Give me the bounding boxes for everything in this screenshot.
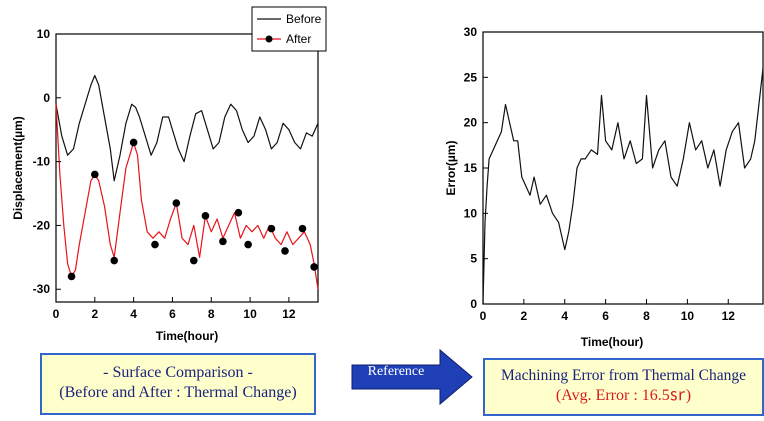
caption-right-close-paren: ): [685, 387, 692, 404]
arrow-shape: [351, 348, 473, 406]
x-tick-label: 12: [282, 307, 296, 321]
legend-box: [251, 6, 327, 52]
x-tick-label: 2: [521, 309, 528, 323]
after-data-point: [234, 208, 243, 217]
x-tick-label: 12: [722, 309, 736, 323]
after-data-point: [281, 247, 289, 255]
y-tick-label: 25: [464, 70, 478, 84]
legend-after-marker: [265, 35, 273, 43]
reference-arrow-label-wrap: Reference: [350, 350, 472, 404]
after-data-point: [244, 240, 252, 249]
after-data-point: [172, 199, 181, 207]
caption-left-line2: (Before and After : Thermal Change): [59, 384, 297, 401]
error-y-axis-label: Error(µm): [444, 141, 458, 196]
displacement-chart: 0 2 4 6 8 10 12 10 0 -10 -20 -30 Time(hour) Displa…: [11, 6, 327, 343]
caption-right-line1: Machining Error from Thermal Change: [500, 367, 747, 384]
displacement-x-axis-label: Time(hour): [156, 329, 218, 343]
error-x-axis-label: Time(hour): [581, 335, 643, 349]
y-tick-label: -10: [33, 155, 51, 169]
x-tick-label: 4: [561, 309, 568, 323]
x-tick-label: 10: [243, 307, 257, 321]
y-tick-label: 10: [37, 27, 51, 41]
after-data-point: [67, 272, 76, 281]
caption-right-open-paren: (: [555, 387, 562, 404]
reference-arrow: [351, 348, 473, 406]
displacement-legend: Before After: [251, 6, 327, 52]
after-data-point: [189, 256, 198, 265]
x-tick-label: 10: [681, 309, 695, 323]
y-tick-label: 0: [43, 91, 50, 105]
y-tick-label: -30: [33, 282, 51, 296]
after-data-point: [219, 237, 227, 246]
after-data-point: [267, 224, 276, 233]
displacement-plot-area: [55, 33, 319, 303]
surface-comparison-caption: - Surface Comparison - (Before and After…: [40, 353, 316, 415]
y-tick-label: 5: [470, 252, 477, 266]
displacement-y-axis-label: Displacement(µm): [11, 116, 25, 220]
x-tick-label: 8: [643, 309, 650, 323]
x-tick-label: 0: [480, 309, 487, 323]
after-data-point: [298, 224, 307, 233]
caption-right-avg-error: Avg. Error : 16.5㏛: [561, 387, 686, 404]
reference-arrow-label: Reference: [367, 364, 425, 379]
after-data-point: [151, 240, 159, 249]
after-data-point: [110, 256, 119, 265]
y-tick-label: 0: [470, 297, 477, 311]
caption-left-line1: - Surface Comparison -: [103, 364, 253, 381]
y-tick-label: 15: [464, 161, 478, 175]
x-tick-label: 0: [53, 307, 60, 321]
series-line-error: [482, 68, 764, 305]
x-tick-label: 6: [169, 307, 176, 321]
error-chart: 0 2 4 6 8 10 12 0 5 10 15 20 25 30 Time(hour) Error(…: [444, 25, 764, 349]
x-tick-label: 4: [130, 307, 137, 321]
x-tick-label: 6: [602, 309, 609, 323]
y-tick-label: 30: [464, 25, 478, 39]
y-tick-label: 10: [464, 206, 478, 220]
legend-after-label: After: [286, 32, 311, 46]
x-tick-label: 2: [91, 307, 98, 321]
x-tick-label: 8: [208, 307, 215, 321]
after-data-point: [310, 263, 318, 271]
after-data-point: [91, 170, 99, 179]
legend-before-label: Before: [286, 12, 322, 26]
y-tick-label: 20: [464, 116, 478, 130]
error-plot-area: [482, 31, 764, 305]
after-data-point: [201, 212, 210, 220]
y-tick-label: -20: [33, 218, 51, 232]
machining-error-caption: Machining Error from Thermal Change (Avg…: [483, 358, 764, 416]
after-data-point: [129, 138, 138, 147]
caption-right-line2: (Avg. Error : 16.5㏛): [485, 386, 762, 406]
series-line-before: [55, 74, 319, 182]
